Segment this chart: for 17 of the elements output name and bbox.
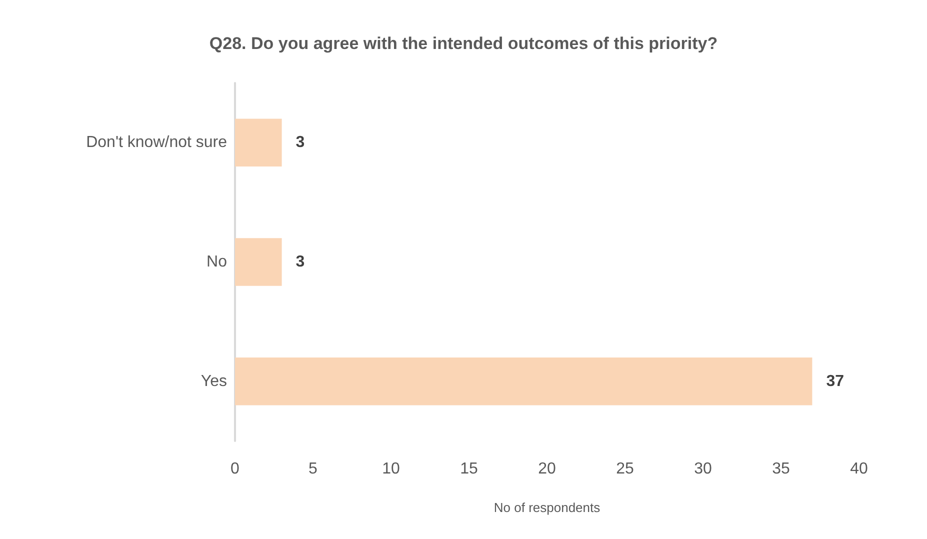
x-tick-label: 30 — [694, 460, 712, 478]
data-label: 3 — [296, 254, 305, 270]
data-label: 37 — [826, 372, 844, 390]
y-tick-label: Don't know/not sure — [86, 134, 228, 152]
x-tick-label: 15 — [460, 460, 478, 478]
chart-title: Q28. Do you agree with the intended outcomes of this priority? — [209, 34, 718, 53]
x-tick-label: 0 — [230, 460, 240, 478]
x-axis-title: No of respondents — [494, 500, 601, 515]
data-label: 3 — [296, 134, 305, 152]
x-tick-label: 35 — [772, 460, 790, 478]
x-tick-label: 20 — [538, 460, 556, 478]
x-tick-label: 40 — [850, 460, 868, 478]
x-tick-label: 10 — [382, 460, 400, 478]
x-tick-label: 25 — [616, 460, 634, 478]
x-tick-label: 5 — [308, 460, 318, 478]
y-tick-label: Yes — [200, 372, 227, 390]
y-tick-label: No — [206, 254, 228, 270]
